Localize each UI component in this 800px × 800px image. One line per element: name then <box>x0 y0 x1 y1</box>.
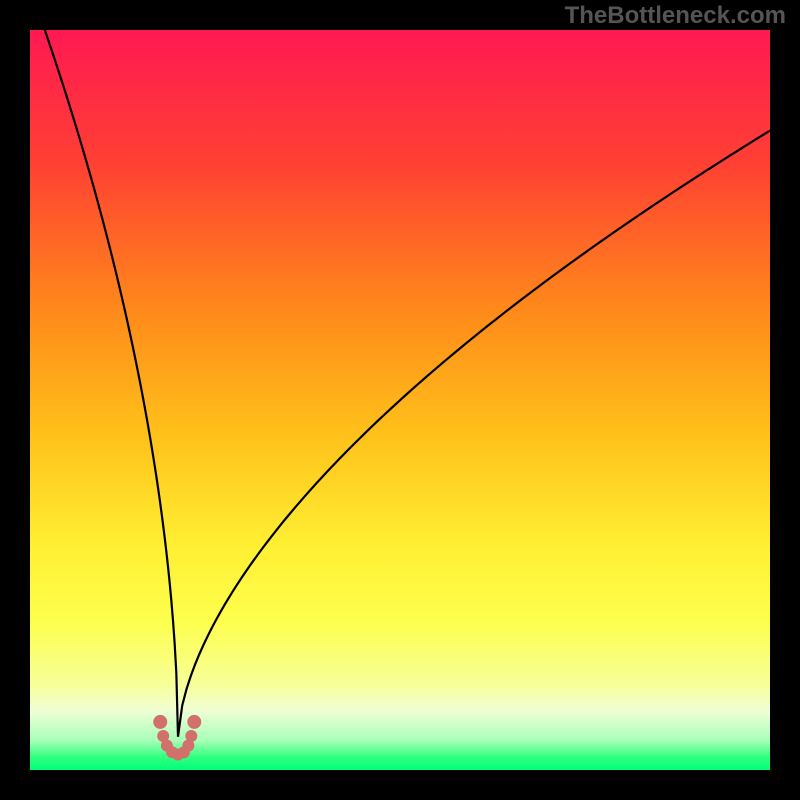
watermark-text: TheBottleneck.com <box>565 2 786 30</box>
bottleneck-chart <box>0 0 800 800</box>
valley-marker <box>153 715 167 729</box>
valley-marker <box>172 748 184 760</box>
valley-marker <box>187 715 201 729</box>
chart-frame: TheBottleneck.com <box>0 0 800 800</box>
